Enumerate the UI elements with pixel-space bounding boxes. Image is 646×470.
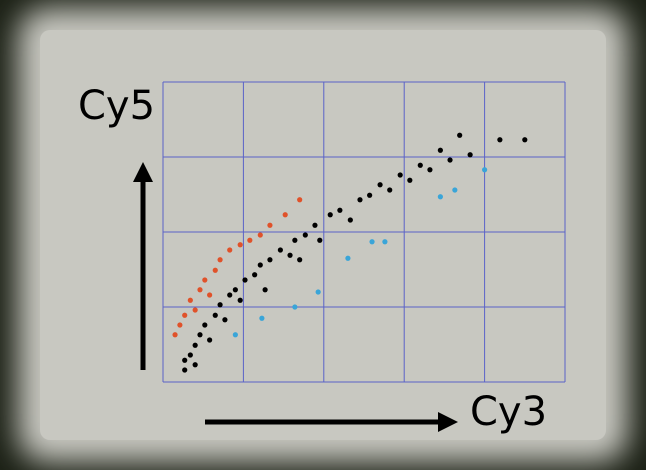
point	[317, 238, 322, 243]
point	[382, 239, 387, 244]
point	[193, 362, 198, 367]
point	[377, 182, 382, 187]
point	[238, 242, 243, 247]
point	[328, 212, 333, 217]
point	[247, 238, 252, 243]
point	[207, 292, 212, 297]
point	[447, 157, 452, 162]
x-axis-label: Cy3	[470, 389, 547, 435]
point	[182, 358, 187, 363]
point	[263, 287, 268, 292]
point	[482, 167, 487, 172]
point	[407, 178, 412, 183]
point	[337, 208, 342, 213]
point	[427, 167, 432, 172]
point	[418, 163, 423, 168]
point	[267, 257, 272, 262]
y-axis-label: Cy5	[78, 83, 155, 129]
point	[193, 343, 198, 348]
point	[452, 187, 457, 192]
point	[297, 257, 302, 262]
point	[468, 152, 473, 157]
point	[202, 322, 207, 327]
point	[202, 277, 207, 282]
point	[188, 298, 193, 303]
point	[438, 194, 443, 199]
point	[182, 367, 187, 372]
point	[398, 172, 403, 177]
chart: Cy5 Cy3	[0, 0, 646, 470]
point	[292, 304, 297, 309]
point	[369, 239, 374, 244]
point	[267, 223, 272, 228]
point	[172, 332, 177, 337]
point	[222, 317, 227, 322]
point	[292, 238, 297, 243]
point	[367, 193, 372, 198]
point	[258, 232, 263, 237]
point	[278, 247, 283, 252]
point	[357, 197, 362, 202]
point	[457, 133, 462, 138]
point	[227, 292, 232, 297]
point	[207, 337, 212, 342]
point	[387, 187, 392, 192]
point	[197, 287, 202, 292]
point	[193, 307, 198, 312]
point	[213, 313, 218, 318]
point	[312, 223, 317, 228]
point	[233, 287, 238, 292]
point	[348, 217, 353, 222]
point	[345, 256, 350, 261]
point	[287, 253, 292, 258]
point	[217, 302, 222, 307]
point	[227, 247, 232, 252]
point	[217, 257, 222, 262]
point	[303, 232, 308, 237]
point	[297, 197, 302, 202]
point	[438, 148, 443, 153]
point	[258, 262, 263, 267]
point	[316, 289, 321, 294]
point	[197, 332, 202, 337]
point	[182, 313, 187, 318]
point	[283, 212, 288, 217]
point	[188, 352, 193, 357]
point	[252, 272, 257, 277]
point	[522, 137, 527, 142]
point	[233, 332, 238, 337]
point	[238, 298, 243, 303]
point	[242, 277, 247, 282]
point	[497, 137, 502, 142]
point	[213, 268, 218, 273]
point	[259, 316, 264, 321]
point	[177, 322, 182, 327]
